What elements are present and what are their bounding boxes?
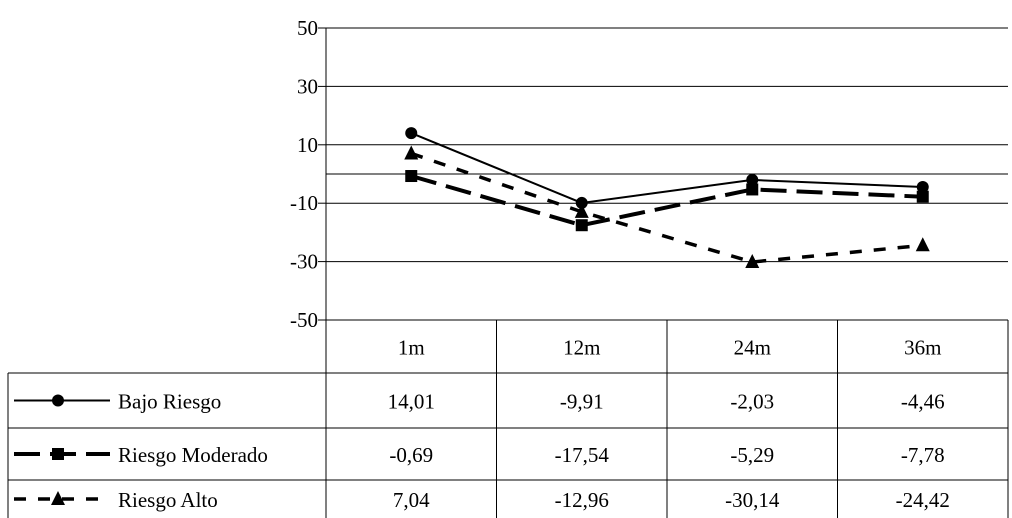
data-point: [575, 196, 588, 209]
data-point: [575, 219, 588, 232]
legend-label: Riesgo Alto: [118, 488, 218, 512]
series-line: [410, 151, 923, 264]
legend-label: Bajo Riesgo: [118, 390, 221, 414]
table-cell-value: 7,04: [393, 488, 430, 512]
series-layer: [404, 127, 930, 269]
legend-label: Riesgo Moderado: [118, 443, 268, 467]
table-cell-value: -0,69: [389, 443, 433, 467]
category-label: 24m: [734, 336, 771, 360]
data-point: [405, 127, 418, 140]
y-tick-label: 50: [297, 16, 318, 40]
series-line: [410, 174, 923, 228]
y-tick-labels: 50 30 10 -10 -30 -50: [290, 16, 318, 332]
category-label: 12m: [563, 336, 600, 360]
legend-key-marker: [52, 394, 64, 407]
data-point: [574, 203, 589, 218]
series-2: [404, 145, 930, 269]
data-point: [916, 181, 929, 194]
table-cell-value: -7,78: [901, 443, 945, 467]
series-line: [410, 132, 923, 204]
legend-key-marker: [52, 448, 64, 460]
data-point: [405, 170, 418, 183]
data-point: [915, 237, 930, 252]
legend-key-marker: [51, 491, 65, 505]
data-table: 1m 12m 24m 36m Bajo Riesgo 14,01 -9,91 -2,03 -4,…: [7, 319, 1009, 518]
y-tick-label: -50: [290, 308, 318, 332]
y-tick-label: -30: [290, 250, 318, 274]
data-point: [916, 190, 929, 203]
table-cell-value: -17,54: [555, 443, 610, 467]
y-tick-label: -10: [290, 191, 318, 215]
data-point: [746, 183, 759, 196]
grid-layer: [318, 27, 1008, 321]
y-tick-label: 30: [297, 74, 318, 98]
series-1: [405, 170, 929, 232]
category-label: 36m: [904, 336, 941, 360]
table-cell-value: -9,91: [560, 390, 604, 414]
table-cell-value: -2,03: [730, 390, 774, 414]
data-point: [404, 145, 419, 160]
y-tick-label: 10: [297, 133, 318, 157]
table-cell-value: -5,29: [730, 443, 774, 467]
data-point: [745, 254, 760, 269]
category-label: 1m: [398, 336, 425, 360]
data-point: [746, 173, 759, 186]
table-cell-value: -4,46: [901, 390, 945, 414]
table-cell-value: -12,96: [555, 488, 609, 512]
series-0: [405, 127, 929, 209]
table-cell-value: -30,14: [725, 488, 780, 512]
table-cell-value: 14,01: [388, 390, 435, 414]
table-cell-value: -24,42: [896, 488, 950, 512]
